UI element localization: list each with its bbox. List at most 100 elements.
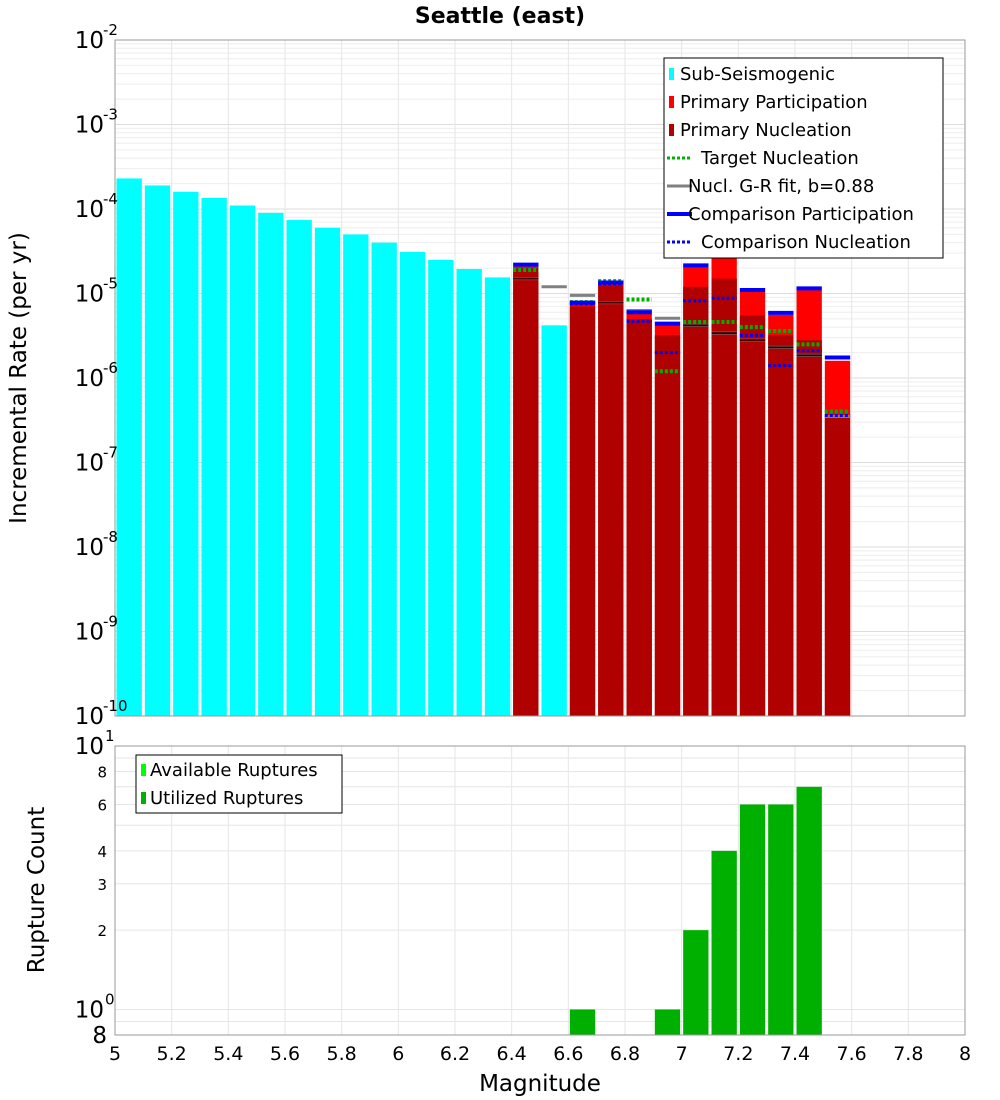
bottom-y-axis-label: Rupture Count (24, 807, 50, 973)
bar-sub-seismogenic (343, 234, 369, 717)
bar-sub-seismogenic (399, 251, 426, 717)
y-tick-exponent: -9 (103, 613, 118, 631)
bar-primary-nucleation (768, 335, 794, 716)
bar-utilized-ruptures (768, 804, 794, 1035)
top-legend: Sub-Seismogenic Primary Participation Prim… (663, 57, 944, 259)
bar-primary-nucleation (598, 285, 624, 716)
x-tick-label: 7.2 (723, 1043, 753, 1065)
bar-sub-seismogenic (229, 205, 256, 716)
bar-sub-seismogenic (144, 185, 171, 717)
bottom-y-tick-label: 6 (97, 796, 107, 814)
y-tick-label: 10 (75, 451, 104, 477)
bottom-legend: Available Ruptures Utilized Ruptures (135, 754, 343, 814)
bar-sub-seismogenic (258, 212, 284, 716)
legend-label-primary-participation: Primary Participation (680, 92, 868, 113)
bottom-plot-frame (114, 745, 966, 1036)
y-tick-exponent: -4 (103, 190, 118, 208)
bar-primary-nucleation (824, 416, 851, 716)
y-tick-exponent: -5 (103, 275, 118, 293)
bar-sub-seismogenic (371, 242, 397, 717)
y-tick-exponent: -6 (103, 359, 118, 377)
y-tick-exponent: -10 (103, 697, 128, 715)
x-tick-label: 5.8 (327, 1043, 357, 1065)
legend-label-utilized-ruptures: Utilized Ruptures (150, 788, 303, 809)
bar-sub-seismogenic (428, 259, 454, 716)
bar-sub-seismogenic (201, 197, 227, 716)
legend-label-comparison-nucleation: Comparison Nucleation (701, 232, 911, 253)
x-tick-label: 5 (109, 1043, 121, 1065)
legend-label-nucl-g-r-fit-b-0-88: Nucl. G-R fit, b=0.88 (688, 176, 874, 197)
top-legend-frame (663, 57, 944, 259)
bar-primary-nucleation (683, 286, 709, 716)
x-tick-label: 7 (676, 1043, 688, 1065)
y-tick-exponent: -3 (103, 106, 118, 124)
bar-sub-seismogenic (541, 325, 567, 716)
x-tick-label: 6.6 (553, 1043, 583, 1065)
x-tick-label: 6.2 (440, 1043, 470, 1065)
y-tick-label: 10 (75, 620, 104, 646)
bar-primary-nucleation (513, 268, 539, 716)
legend-label-comparison-participation: Comparison Participation (688, 204, 914, 225)
bar-sub-seismogenic (116, 178, 142, 717)
x-tick-label: 5.4 (213, 1043, 243, 1065)
bottom-y-tick-label: 8 (92, 1023, 107, 1049)
y-tick-exponent: -8 (103, 528, 118, 546)
legend-swatch-available-ruptures (141, 764, 146, 776)
x-axis-label: Magnitude (479, 1071, 601, 1097)
top-plot-frame (114, 39, 966, 717)
bar-primary-nucleation (739, 315, 766, 716)
legend-swatch-utilized-ruptures (141, 792, 146, 804)
y-tick-exponent: -2 (103, 21, 118, 39)
bar-primary-nucleation (569, 306, 596, 716)
bar-utilized-ruptures (711, 850, 737, 1035)
x-tick-label: 5.2 (157, 1043, 187, 1065)
legend-label-sub-seismogenic: Sub-Seismogenic (680, 64, 835, 85)
legend-swatch-primary-nucleation (669, 124, 674, 136)
top-gridlines (114, 40, 966, 717)
bottom-legend-frame (135, 754, 343, 814)
x-tick-label: 6 (392, 1043, 404, 1065)
y-tick-label: 10 (75, 366, 104, 392)
x-tick-label: 6.8 (610, 1043, 640, 1065)
top-markers (513, 253, 851, 419)
y-tick-label: 10 (75, 704, 104, 730)
x-tick-label: 6.4 (497, 1043, 527, 1065)
bottom-y-tick-label: 2 (97, 922, 107, 940)
y-tick-label: 10 (75, 282, 104, 308)
y-tick-exponent: -7 (103, 444, 118, 462)
bar-utilized-ruptures (796, 786, 822, 1035)
x-tick-label: 7.8 (893, 1043, 923, 1065)
bar-primary-nucleation (711, 278, 737, 716)
x-tick-label: 8 (959, 1043, 971, 1065)
bottom-y-tick-label: 10 (75, 997, 104, 1023)
bar-primary-nucleation (654, 335, 681, 716)
x-tick-label: 5.6 (270, 1043, 300, 1065)
legend-swatch-sub-seismogenic (669, 68, 674, 80)
x-tick-labels: 5 5.2 5.4 5.6 5.8 6 6.2 6.4 6.6 6.8 7 7.2 7.4 7.6 7.8 8 (109, 1043, 971, 1065)
bar-sub-seismogenic (286, 220, 312, 716)
y-tick-label: 10 (75, 113, 104, 139)
bottom-bars (569, 786, 822, 1035)
top-bars (116, 178, 851, 717)
bar-primary-nucleation (796, 340, 822, 716)
bottom-y-tick-exponent: 1 (105, 727, 115, 745)
bar-sub-seismogenic (314, 227, 341, 716)
legend-label-target-nucleation: Target Nucleation (700, 148, 859, 169)
bottom-y-tick-label: 4 (97, 843, 107, 861)
y-axis-label: Incremental Rate (per yr) (6, 232, 32, 524)
bottom-y-tick-label: 10 (75, 734, 104, 760)
x-tick-label: 7.4 (780, 1043, 810, 1065)
legend-label-available-ruptures: Available Ruptures (150, 760, 318, 781)
bottom-y-tick-exponent: 0 (105, 990, 115, 1008)
bar-utilized-ruptures (739, 804, 766, 1035)
bottom-y-tick-label: 8 (97, 764, 107, 782)
bar-sub-seismogenic (173, 191, 199, 717)
bar-utilized-ruptures (654, 1009, 681, 1035)
bar-utilized-ruptures (683, 930, 709, 1035)
y-tick-label: 10 (75, 28, 104, 54)
bar-sub-seismogenic (456, 268, 482, 716)
bar-sub-seismogenic (484, 277, 511, 716)
